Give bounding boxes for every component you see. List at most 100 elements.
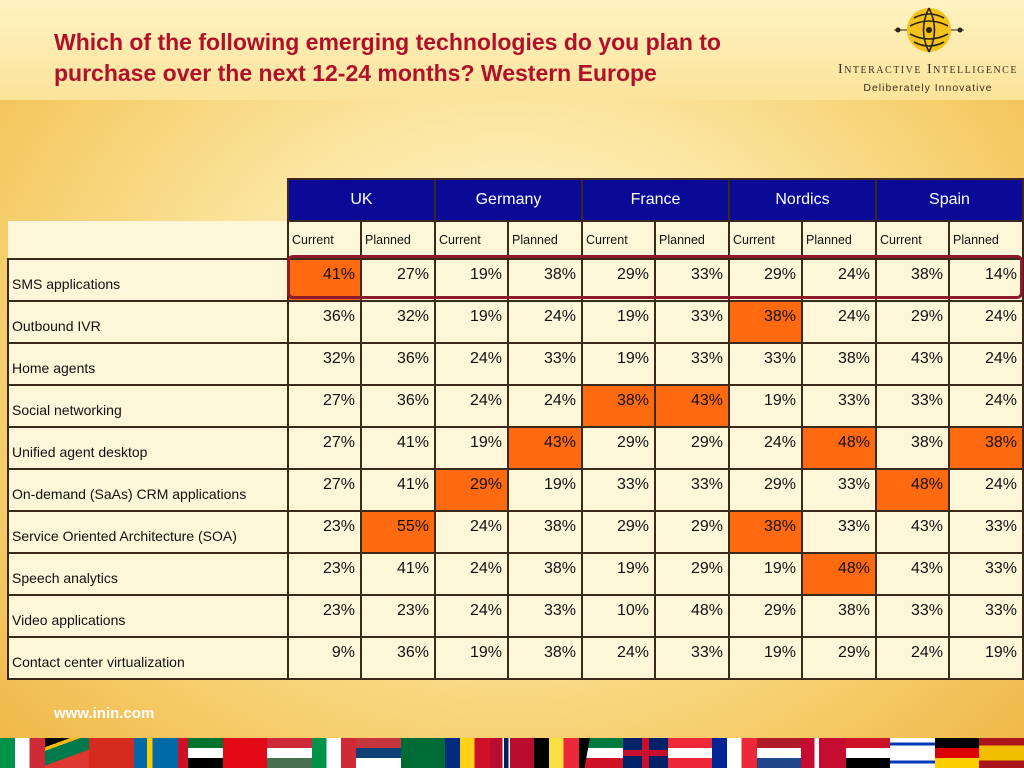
value-cell: 24% (434, 594, 509, 638)
table-row: Unified agent desktop 27% 41% 19% 43% 29% 29% 2… (7, 426, 1024, 470)
value-cell: 36% (360, 384, 436, 428)
value-cell: 23% (287, 552, 362, 596)
value-cell: 38% (728, 300, 803, 344)
period-header: Planned (360, 220, 436, 260)
value-cell: 41% (360, 468, 436, 512)
value-cell: 43% (875, 342, 950, 386)
flag-strip (0, 738, 1024, 768)
romania-flag (445, 738, 490, 768)
value-cell: 19% (507, 468, 583, 512)
value-cell: 38% (507, 552, 583, 596)
period-header: Planned (801, 220, 877, 260)
hungary-flag (267, 738, 312, 768)
value-cell: 19% (581, 342, 656, 386)
value-cell: 27% (287, 468, 362, 512)
row-label: Unified agent desktop (7, 426, 289, 470)
row-label: Outbound IVR (7, 300, 289, 344)
value-cell: 38% (507, 258, 583, 302)
brand-tagline: Deliberately Innovative (863, 82, 993, 94)
brand-logo: Interactive Intelligence Deliberately In… (838, 4, 1018, 96)
value-cell: 19% (728, 636, 803, 680)
brand-name: Interactive Intelligence (838, 62, 1018, 77)
value-cell: 48% (801, 426, 877, 470)
row-label: Service Oriented Architecture (SOA) (7, 510, 289, 554)
italy-flag (0, 738, 45, 768)
value-cell: 43% (507, 426, 583, 470)
value-cell: 33% (654, 258, 730, 302)
table-row: Social networking 27% 36% 24% 24% 38% 43% 19% 33… (7, 384, 1024, 428)
table-row: Home agents 32% 36% 24% 33% 19% 33% 33% 38% 43% 24… (7, 342, 1024, 386)
value-cell: 27% (287, 426, 362, 470)
germany-flag (934, 738, 980, 768)
value-cell: 24% (801, 258, 877, 302)
sweden-flag (133, 738, 179, 768)
blank-corner (8, 221, 288, 259)
value-cell: 24% (507, 300, 583, 344)
value-cell: 19% (948, 636, 1024, 680)
italy-flag (311, 738, 357, 768)
value-cell: 29% (728, 258, 803, 302)
period-header: Planned (507, 220, 583, 260)
table-row: Contact center virtualization 9% 36% 19% 38%… (7, 636, 1024, 680)
value-cell: 14% (948, 258, 1024, 302)
netherlands-flag (756, 738, 802, 768)
value-cell: 23% (360, 594, 436, 638)
norway-flag (489, 738, 535, 768)
value-cell: 32% (287, 342, 362, 386)
value-cell: 33% (654, 342, 730, 386)
value-cell: 29% (654, 426, 730, 470)
period-header: Planned (948, 220, 1024, 260)
country-header: France (581, 178, 730, 222)
survey-table: UK Germany France Nordics Spain Current Planne… (7, 178, 1024, 680)
value-cell: 29% (654, 552, 730, 596)
period-header: Planned (654, 220, 730, 260)
value-cell: 38% (875, 258, 950, 302)
turkey-flag (222, 738, 268, 768)
value-cell: 24% (507, 384, 583, 428)
value-cell: 24% (875, 636, 950, 680)
value-cell: 29% (728, 468, 803, 512)
footer-url[interactable]: www.inin.com (54, 705, 155, 722)
austria-flag (667, 738, 713, 768)
value-cell: 29% (875, 300, 950, 344)
israel-flag (890, 738, 935, 768)
value-cell: 24% (434, 342, 509, 386)
value-cell: 33% (654, 300, 730, 344)
kuwait-flag (578, 738, 624, 768)
country-header: Spain (875, 178, 1024, 222)
value-cell: 41% (360, 426, 436, 470)
value-cell: 48% (875, 468, 950, 512)
denmark-flag (801, 738, 846, 768)
france-flag (712, 738, 757, 768)
value-cell: 24% (728, 426, 803, 470)
value-cell: 33% (728, 342, 803, 386)
period-header: Current (287, 220, 362, 260)
switzerland-flag (89, 738, 134, 768)
value-cell: 33% (801, 384, 877, 428)
country-header: Nordics (728, 178, 877, 222)
belgium-flag (534, 738, 579, 768)
value-cell: 29% (728, 594, 803, 638)
value-cell: 32% (360, 300, 436, 344)
value-cell: 38% (875, 426, 950, 470)
country-header: Germany (434, 178, 583, 222)
value-cell: 19% (728, 552, 803, 596)
value-cell: 41% (287, 258, 362, 302)
page-title: Which of the following emerging technolo… (54, 29, 721, 86)
value-cell: 24% (434, 552, 509, 596)
value-cell: 38% (801, 342, 877, 386)
table-row: On-demand (SaAs) CRM applications 27% 41% 2… (7, 468, 1024, 512)
value-cell: 33% (581, 468, 656, 512)
value-cell: 38% (801, 594, 877, 638)
value-cell: 36% (287, 300, 362, 344)
period-header: Current (434, 220, 509, 260)
uae-flag (178, 738, 223, 768)
value-cell: 24% (434, 510, 509, 554)
country-header: UK (287, 178, 436, 222)
value-cell: 24% (434, 384, 509, 428)
value-cell: 33% (875, 594, 950, 638)
value-cell: 19% (581, 552, 656, 596)
egypt-flag (845, 738, 891, 768)
header-band: Which of the following emerging technolo… (0, 0, 1024, 100)
value-cell: 27% (360, 258, 436, 302)
